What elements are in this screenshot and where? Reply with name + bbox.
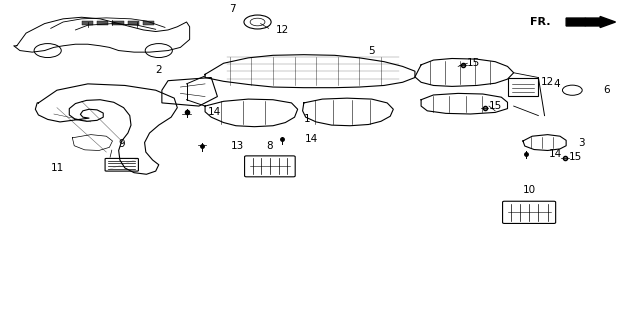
Text: 6: 6 [603, 85, 609, 95]
Text: 14: 14 [549, 149, 562, 159]
Text: 15: 15 [569, 152, 582, 162]
Bar [97, 21, 108, 25]
Text: 5: 5 [368, 45, 375, 56]
Text: 11: 11 [50, 163, 64, 173]
Text: FR.: FR. [530, 17, 551, 27]
Text: 12: 12 [276, 25, 289, 35]
Text: 2: 2 [156, 65, 162, 75]
Text: 7: 7 [229, 4, 236, 14]
Bar [128, 21, 139, 25]
Text: 9: 9 [118, 139, 125, 149]
Text: 8: 8 [267, 141, 273, 151]
Text: 12: 12 [541, 77, 554, 87]
Bar [143, 21, 154, 25]
FancyArrow shape [566, 16, 616, 28]
Bar [82, 21, 93, 25]
Text: 1: 1 [304, 114, 310, 124]
Text: 14: 14 [208, 108, 221, 117]
Text: 13: 13 [231, 141, 244, 151]
Text: 3: 3 [578, 138, 585, 148]
Text: 4: 4 [554, 79, 560, 89]
Text: 15: 15 [489, 101, 502, 111]
Text: 14: 14 [305, 134, 319, 144]
Text: 15: 15 [467, 58, 480, 68]
Text: 10: 10 [523, 185, 536, 195]
Bar [112, 21, 123, 25]
